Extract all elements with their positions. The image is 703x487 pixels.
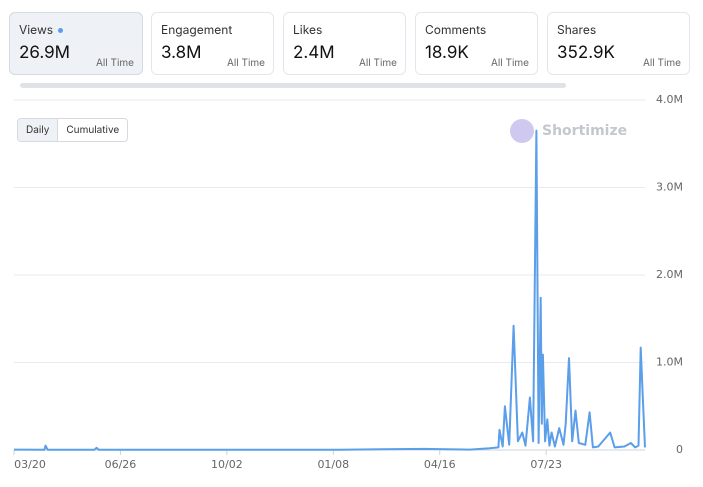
card-period: All Time <box>490 57 529 69</box>
card-engagement[interactable]: Engagement 3.8M All Time <box>151 12 274 75</box>
card-label: Comments <box>425 22 487 37</box>
card-label: Engagement <box>161 22 233 37</box>
line <box>13 129 646 451</box>
card-period: All Time <box>95 57 134 69</box>
card-value: 3.8M <box>161 43 202 63</box>
toggle-cumulative[interactable]: Cumulative <box>66 124 120 136</box>
y-tick-label: 2.0M <box>656 268 683 281</box>
card-label: Likes <box>293 22 323 37</box>
dot <box>58 28 64 34</box>
x-tick-label: 04/16 <box>424 458 456 471</box>
x-tick-label: 03/20 <box>14 458 46 471</box>
card-period: All Time <box>358 57 397 69</box>
card-period: All Time <box>642 57 681 69</box>
card-views[interactable]: Views 26.9M All Time <box>9 12 143 75</box>
scrollbar[interactable] <box>20 83 566 88</box>
watermark: Shortimize <box>542 123 627 139</box>
x-tick-label: 06/26 <box>105 458 137 471</box>
card-comments[interactable]: Comments 18.9K All Time <box>415 12 538 75</box>
y-tick-label: 3.0M <box>656 181 683 194</box>
card-period: All Time <box>226 57 265 69</box>
card-value: 26.9M <box>19 43 71 63</box>
watermark-logo <box>510 119 534 143</box>
card-label: Shares <box>557 22 597 37</box>
toggle-group: Daily Cumulative <box>17 118 129 142</box>
toggle-daily[interactable]: Daily <box>18 119 59 141</box>
x-tick-label: 07/23 <box>530 458 562 471</box>
x-tick-label: 01/08 <box>317 458 349 471</box>
card-shares[interactable]: Shares 352.9K All Time <box>547 12 690 75</box>
x-tick-label: 10/02 <box>211 458 243 471</box>
label: Views <box>19 22 54 37</box>
card-label: Views <box>19 22 64 37</box>
card-likes[interactable]: Likes 2.4M All Time <box>283 12 406 75</box>
y-tick-label: 4.0M <box>656 93 683 106</box>
y-tick-label: 0 <box>676 443 683 456</box>
card-value: 18.9K <box>425 43 469 63</box>
card-value: 2.4M <box>293 43 335 63</box>
card-value: 352.9K <box>557 43 615 63</box>
y-tick-label: 1.0M <box>656 356 683 369</box>
